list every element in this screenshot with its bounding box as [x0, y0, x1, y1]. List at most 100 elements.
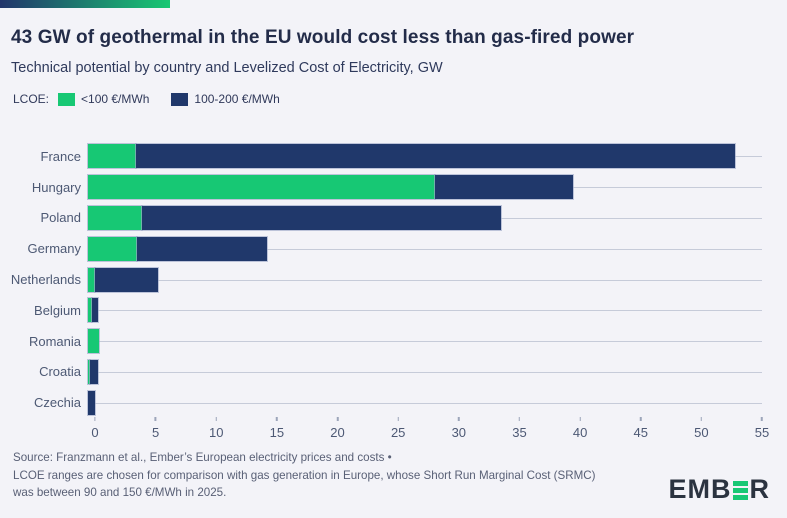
bar-segment	[92, 298, 99, 323]
tick-label: 45	[633, 425, 648, 440]
ember-logo-text-right: R	[749, 474, 770, 504]
x-axis-tick: 30	[452, 417, 466, 440]
page-title: 43 GW of geothermal in the EU would cost…	[11, 27, 635, 48]
tick-mark	[94, 417, 96, 421]
bar-segment	[88, 267, 96, 292]
category-label-belgium: Belgium	[34, 302, 81, 318]
bar-track	[88, 144, 762, 169]
tick-label: 0	[91, 425, 99, 440]
category-label-poland: Poland	[40, 210, 81, 226]
tick-mark	[639, 417, 642, 421]
tick-mark	[579, 417, 581, 421]
gridline	[88, 371, 762, 373]
tick-mark	[761, 417, 763, 421]
chart-row: Belgium	[10, 295, 762, 326]
legend-item-label: 100-200 €/MWh	[194, 92, 280, 106]
category-label-romania: Romania	[28, 333, 81, 349]
x-axis-tick: 35	[512, 417, 527, 440]
tick-mark	[397, 417, 399, 421]
gridline	[88, 310, 762, 312]
gridline	[88, 402, 762, 404]
tick-label: 20	[330, 425, 345, 440]
tick-mark	[458, 417, 460, 421]
x-axis-tick: 50	[694, 417, 709, 440]
bar-track	[88, 267, 762, 292]
source-note: Source: Franzmann et al., Ember’s Europe…	[13, 449, 596, 502]
tick-label: 30	[451, 425, 467, 440]
bar-segment	[88, 236, 138, 261]
x-axis-tick: 5	[152, 417, 159, 440]
bar-segment	[88, 390, 96, 415]
bar-track	[88, 329, 762, 354]
green-swatch-icon	[58, 92, 76, 106]
ember-logo-stylized-e-icon	[732, 481, 748, 500]
gridline	[88, 248, 762, 250]
chart-row: Czechia	[10, 387, 762, 418]
bar-segment	[88, 175, 435, 200]
bar-segment	[88, 205, 142, 230]
category-label-germany: Germany	[27, 241, 81, 257]
legend-item-100-200: 100-200 €/MWh	[171, 92, 280, 106]
tick-mark	[154, 417, 157, 421]
x-axis-tick: 45	[633, 417, 648, 440]
bar-segment	[137, 236, 267, 261]
legend-item-under-100: <100 €/MWh	[58, 92, 149, 106]
ember-logo-text-left: EMB	[668, 474, 732, 504]
chart-row: Netherlands	[10, 264, 762, 295]
category-label-france: France	[40, 148, 81, 164]
bar-chart: France Hungary Poland Germany Netherlands Bel…	[10, 141, 762, 418]
chart-row: Hungary	[10, 172, 762, 203]
tick-mark	[215, 417, 218, 421]
x-axis: 0 5 10 15 20 25 30 35 40 45 50 55	[91, 417, 769, 449]
chart-row: France	[10, 141, 762, 172]
bar-track	[88, 390, 762, 415]
tick-mark	[700, 417, 703, 421]
chart-row: Croatia	[10, 356, 762, 387]
tick-label: 50	[694, 425, 709, 440]
chart-row: Germany	[10, 233, 762, 264]
brand-gradient-bar	[0, 0, 170, 8]
bar-track	[88, 175, 762, 200]
tick-mark	[518, 417, 521, 421]
chart-row: Romania	[10, 326, 762, 357]
navy-swatch-icon	[171, 92, 189, 106]
bar-track	[88, 359, 762, 384]
tick-label: 15	[269, 425, 285, 440]
tick-label: 5	[152, 425, 160, 440]
category-label-czechia: Czechia	[34, 395, 81, 411]
category-label-croatia: Croatia	[39, 364, 81, 380]
x-axis-tick: 55	[755, 417, 769, 440]
tick-label: 25	[390, 425, 406, 440]
bar-segment	[141, 205, 501, 230]
bar-segment	[88, 144, 136, 169]
chart-row: Poland	[10, 203, 762, 234]
page-subtitle: Technical potential by country and Level…	[11, 60, 443, 76]
bar-segment	[88, 359, 90, 384]
gridline	[88, 279, 762, 281]
tick-label: 35	[512, 425, 527, 440]
tick-mark	[276, 417, 278, 421]
bar-track	[88, 205, 762, 230]
legend-item-label: <100 €/MWh	[81, 92, 150, 106]
category-label-hungary: Hungary	[31, 179, 81, 195]
source-line: LCOE ranges are chosen for comparison wi…	[13, 468, 596, 482]
x-axis-tick: 20	[330, 417, 345, 440]
bar-segment	[434, 175, 574, 200]
bar-segment	[88, 298, 93, 323]
bar-track	[88, 236, 762, 261]
tick-label: 40	[572, 425, 588, 440]
legend-label: LCOE:	[13, 92, 50, 106]
bar-track	[88, 298, 762, 323]
x-axis-tick: 25	[391, 417, 405, 440]
x-axis-tick: 0	[91, 417, 99, 440]
x-axis-tick: 40	[573, 417, 587, 440]
ember-logo: EMB R	[669, 474, 771, 505]
source-line: Source: Franzmann et al., Ember’s Europe…	[13, 451, 392, 464]
bar-segment	[95, 267, 158, 292]
gridline	[88, 341, 762, 343]
bar-segment	[89, 359, 99, 384]
x-axis-tick: 10	[209, 417, 224, 440]
x-axis-tick: 15	[270, 417, 284, 440]
bar-segment	[88, 329, 100, 354]
